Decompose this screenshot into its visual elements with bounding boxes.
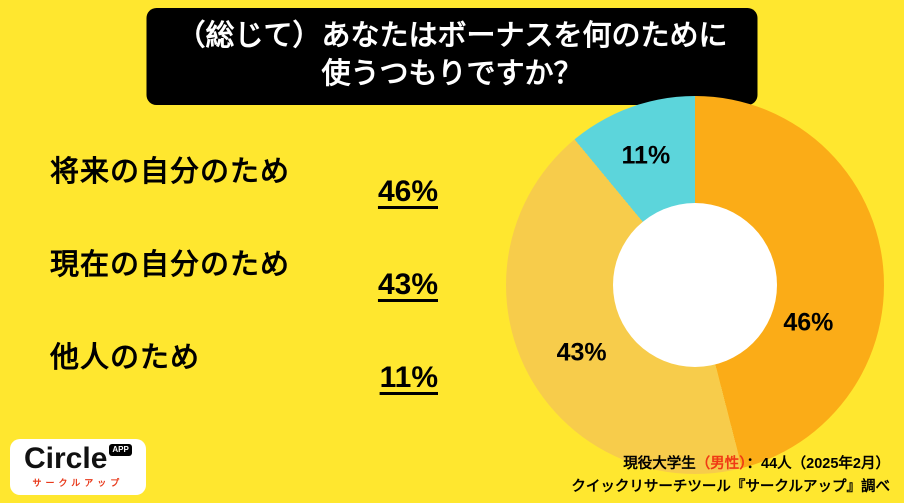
source-line2: クイックリサーチツール『サークルアップ』調べ — [571, 478, 890, 495]
source-line1-suffix: ：44人（2025年2月） — [746, 456, 890, 473]
slice-label-11: 11% — [621, 141, 671, 170]
source-line1-prefix: 現役大学生 — [623, 456, 696, 473]
slice-label-46: 46% — [783, 308, 834, 337]
logo-name: Circle — [24, 442, 108, 475]
chart-title-line1: （総じて）あなたはボーナスを何のために — [176, 20, 728, 52]
source-note: 現役大学生（男性）：44人（2025年2月） クイックリサーチツール『サークルア… — [571, 453, 890, 498]
legend: 将来の自分のため 46% 現在の自分のため 43% 他人のため 11% — [50, 148, 438, 427]
chart-title-line2: 使うつもりですか？ — [321, 58, 583, 91]
legend-label: 他人のため — [50, 342, 201, 374]
logo-subtitle: サークルアップ — [32, 478, 124, 488]
slice-label-43: 43% — [556, 338, 607, 367]
legend-value: 11% — [379, 361, 438, 394]
legend-row-future-self: 将来の自分のため 46% — [50, 148, 438, 210]
chart-title: （総じて）あなたはボーナスを何のために 使うつもりですか？ — [146, 8, 758, 105]
source-line1-highlight: （男性） — [695, 456, 747, 473]
donut-hole — [613, 203, 777, 367]
legend-value: 46% — [377, 175, 438, 208]
legend-row-others: 他人のため 11% — [50, 334, 438, 396]
circle-app-logo: Circle APP サークルアップ — [10, 439, 146, 495]
legend-row-current-self: 現在の自分のため 43% — [50, 241, 438, 303]
legend-label: 現在の自分のため — [50, 249, 291, 281]
source-line1: 現役大学生（男性）：44人（2025年2月） — [571, 453, 890, 475]
legend-value: 43% — [377, 268, 438, 301]
legend-label: 将来の自分のため — [50, 156, 291, 188]
logo-app-badge: APP — [109, 444, 132, 456]
logo-wordmark: Circle APP — [24, 444, 132, 474]
donut-chart-area: 46% 43% 11% — [506, 96, 884, 474]
